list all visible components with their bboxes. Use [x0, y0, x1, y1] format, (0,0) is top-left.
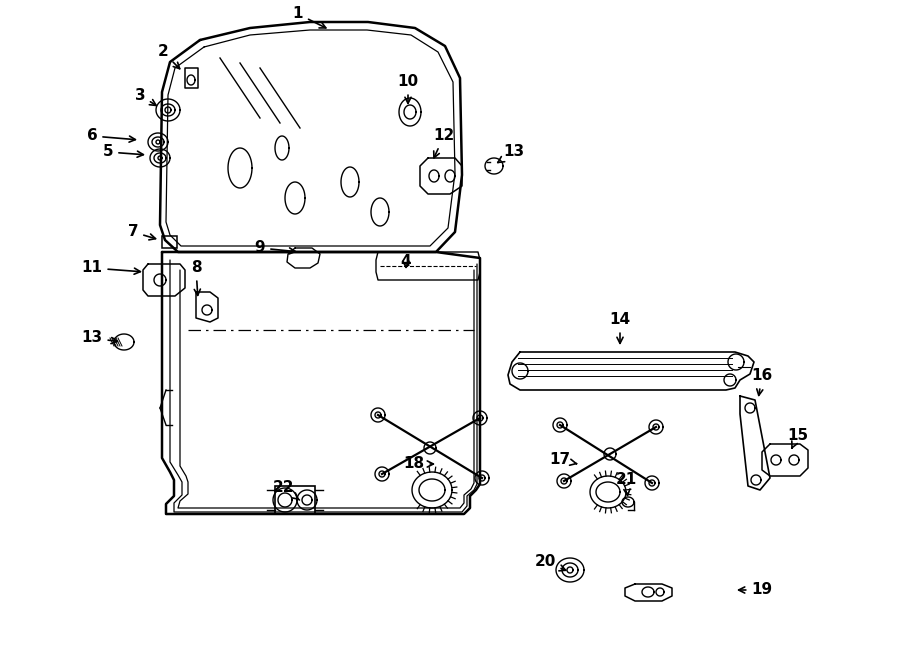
Text: 11: 11: [82, 260, 140, 276]
Text: 12: 12: [434, 128, 454, 158]
Text: 14: 14: [609, 313, 631, 343]
Text: 1: 1: [292, 7, 326, 28]
Text: 19: 19: [739, 582, 772, 598]
Bar: [162, 236, 177, 248]
Text: 3: 3: [135, 87, 156, 106]
Text: 16: 16: [752, 368, 772, 395]
Text: 10: 10: [398, 75, 418, 103]
Text: 13: 13: [498, 145, 525, 163]
Text: 20: 20: [535, 555, 566, 571]
Text: 18: 18: [403, 457, 434, 471]
Text: 4: 4: [400, 254, 411, 270]
Bar: [275, 486, 315, 514]
Text: 22: 22: [274, 481, 300, 500]
Text: 9: 9: [255, 241, 295, 256]
Text: 13: 13: [81, 330, 117, 346]
Text: 5: 5: [103, 145, 143, 159]
Text: 6: 6: [86, 128, 135, 143]
Text: 21: 21: [616, 473, 636, 495]
Text: 2: 2: [158, 44, 180, 69]
Text: 17: 17: [549, 453, 577, 467]
Bar: [185, 68, 198, 88]
Text: 7: 7: [128, 225, 156, 240]
Text: 15: 15: [788, 428, 808, 448]
Text: 8: 8: [191, 260, 202, 295]
